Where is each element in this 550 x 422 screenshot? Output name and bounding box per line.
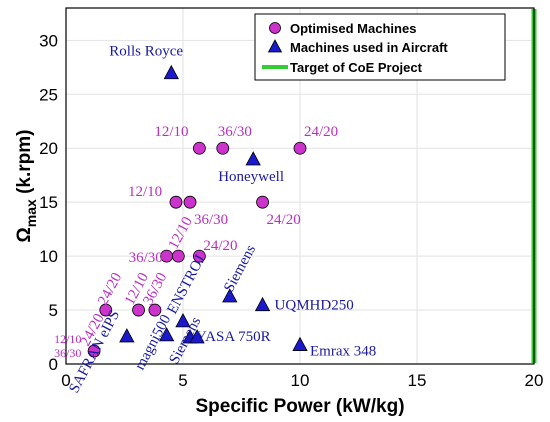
x-ticks: 0 5 10 15 20 [61,371,543,390]
legend-triangle-marker [267,39,283,53]
legend-box [254,13,506,81]
y-tick-label: 15 [39,193,58,212]
optimised-point [256,195,269,209]
optimised-point [132,303,145,317]
legend-optimised: Optimised Machines [290,21,416,36]
optimised-point-label: 24/20 [267,212,301,228]
aircraft-point-label: Rolls Royce [109,44,183,60]
optimised-point [171,249,185,263]
x-tick-label: 10 [291,371,310,390]
y-ticks: 0 5 10 15 20 25 30 [39,31,58,374]
y-tick-label: 0 [49,355,58,374]
x-tick-label: 5 [178,371,187,390]
legend-circle-marker [269,22,281,34]
optimised-point [192,249,206,263]
x-tick-label: 15 [408,371,427,390]
optimised-point [148,303,162,317]
aircraft-point [175,313,191,328]
aircraft-point [245,151,261,166]
aircraft-point [222,288,238,303]
optimised-point-label: 24/20 [203,238,237,254]
aircraft-point [292,336,308,351]
aircraft-point [119,328,135,343]
optimised-point-label: 12/10 [128,184,162,200]
aircraft-point-label: Emrax 348 [310,344,376,360]
y-axis-symbol: Ω [14,227,35,242]
plot-frame [65,7,535,365]
optimised-point [169,195,183,209]
aircraft-point [163,64,179,80]
optimised-point [87,344,101,358]
aircraft-point-label: YASA 750R [196,329,271,345]
x-axis-title: Specific Power (kW/kg) [195,396,404,417]
optimised-point-label: 12/10 [154,124,188,140]
y-tick-label: 25 [39,85,58,104]
aircraft-point-label: Honeywell [218,169,284,185]
optimised-point [99,303,113,317]
optimised-point [293,141,307,155]
legend: Optimised Machines Machines used in Airc… [254,13,506,81]
y-axis-subscript: max [23,199,39,227]
y-axis-title: Ωmax (k.rpm) [14,130,39,243]
annotation-label: 12/10 [54,332,81,346]
x-tick-label: 0 [61,371,70,390]
y-axis-unit: (k.rpm) [14,130,35,200]
optimised-point-label: 36/30 [129,250,163,266]
data-markers [87,64,308,358]
optimised-point-label: 36/30 [54,346,81,360]
y-tick-label: 20 [39,139,58,158]
optimised-point-label: 36/30 [218,124,252,140]
optimised-point [216,141,230,155]
aircraft-point [254,296,271,312]
legend-aircraft: Machines used in Aircraft [290,40,448,55]
aircraft-point-label: UQMHD250 [275,298,354,314]
optimised-point-label: 24/20 [304,124,338,140]
aircraft-point [189,329,205,344]
optimised-point [192,141,206,155]
optimised-point-label: 36/30 [194,212,228,228]
optimised-point [183,195,197,209]
y-tick-label: 5 [49,301,58,320]
y-tick-label: 30 [39,31,58,50]
legend-target: Target of CoE Project [290,60,423,75]
y-tick-label: 10 [39,247,58,266]
aircraft-point [158,327,175,342]
x-tick-label: 20 [525,371,544,390]
